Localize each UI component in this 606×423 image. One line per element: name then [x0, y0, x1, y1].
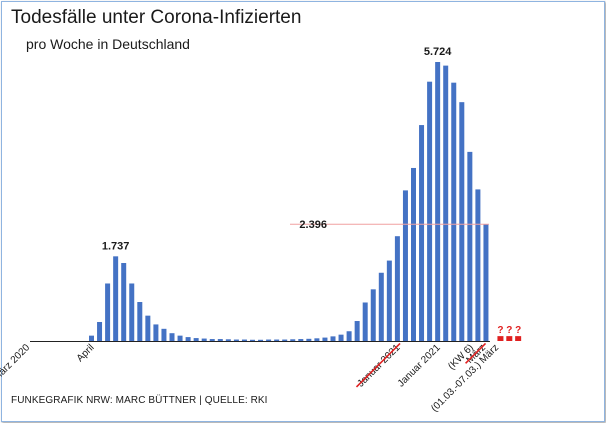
bar — [394, 236, 400, 341]
bar — [105, 283, 111, 341]
pending-label: ? — [497, 325, 503, 336]
bar — [209, 339, 215, 341]
bar — [250, 339, 255, 341]
data-label-group: ?? ? 1.737 5.724 — [102, 46, 521, 336]
bar — [258, 339, 264, 341]
bar — [322, 337, 328, 341]
bar — [346, 331, 352, 341]
data-label: 5.724 — [424, 46, 452, 58]
reference-line-label: 2.396 — [299, 219, 327, 231]
bar — [266, 339, 272, 341]
x-tick: April — [75, 342, 97, 364]
bar — [177, 335, 183, 341]
pending-bar — [515, 336, 522, 341]
bar — [137, 302, 143, 341]
bar — [330, 336, 336, 341]
bar — [89, 335, 94, 341]
bar — [201, 338, 207, 341]
bar — [370, 289, 376, 341]
bar — [121, 263, 127, 341]
bar — [217, 339, 223, 341]
bar — [282, 339, 288, 341]
bar — [290, 339, 296, 341]
pending-label: ? — [506, 325, 512, 336]
bar — [411, 167, 416, 341]
bar — [193, 338, 199, 341]
bar — [419, 125, 425, 341]
bar — [233, 339, 239, 341]
bar — [153, 324, 159, 341]
x-tick-label: März 2020 — [0, 342, 33, 383]
bar — [378, 272, 384, 341]
x-tick: März 2020 — [0, 342, 33, 383]
strike-through — [355, 342, 401, 388]
bar — [161, 328, 167, 341]
bar — [483, 224, 489, 341]
data-label: 1.737 — [102, 240, 130, 252]
pending-label: ? — [515, 325, 521, 336]
bar — [475, 189, 481, 341]
bar — [354, 321, 360, 341]
bar — [145, 315, 151, 341]
bar — [402, 190, 408, 341]
bar — [386, 260, 392, 341]
bar — [459, 102, 465, 341]
x-tick-label: Januar 2021 — [396, 342, 443, 389]
bar — [298, 339, 304, 341]
pending-bar — [497, 336, 504, 341]
bar — [129, 283, 135, 341]
bar — [169, 333, 175, 341]
chart-subtitle: pro Woche in Deutschland — [26, 36, 190, 52]
bar — [314, 338, 320, 341]
x-tick: Januar 2021 — [396, 342, 443, 389]
chart-title: Todesfälle unter Corona-Infizierten — [11, 7, 302, 28]
bar — [113, 256, 119, 341]
bar — [443, 65, 449, 342]
bar — [241, 339, 247, 341]
bar — [185, 337, 191, 341]
strike-through — [465, 342, 487, 364]
bar — [97, 321, 103, 341]
bar — [274, 339, 280, 341]
source-credit: FUNKEGRAFIK NRW: MARC BÜTTNER | QUELLE: … — [11, 395, 268, 406]
bar — [435, 62, 441, 341]
reference-line-group: 2.396 — [290, 219, 489, 231]
bar-series — [89, 62, 522, 342]
bar — [467, 151, 473, 341]
bar — [362, 302, 368, 341]
bar — [306, 338, 312, 341]
x-tick-label: April — [75, 342, 97, 364]
bar — [225, 339, 231, 341]
bar — [451, 82, 457, 342]
bar — [338, 334, 344, 341]
pending-bar — [506, 336, 513, 341]
bar — [427, 81, 433, 341]
